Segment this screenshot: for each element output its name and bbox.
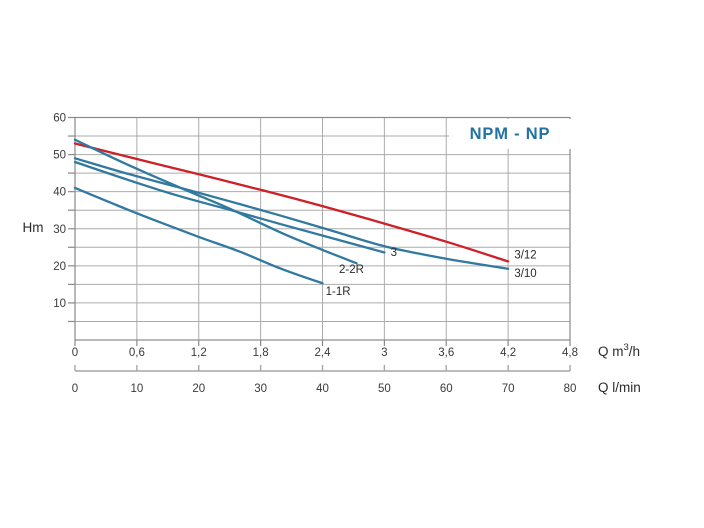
x-tick-label-m3h: 1,8 (253, 347, 269, 359)
x-tick-label-lmin: 30 (254, 383, 267, 395)
y-tick-label: 60 (53, 113, 66, 125)
x-axis-lmin-unit: Q l/min (598, 380, 641, 395)
x-tick-label-lmin: 20 (192, 383, 205, 395)
curve-3-10 (73, 157, 510, 270)
x-axis-m3h-unit: Q m3/h (598, 342, 640, 359)
x-tick-label-lmin: 70 (502, 383, 515, 395)
curve-2-2r (73, 138, 358, 265)
x-tick-label-lmin: 80 (564, 383, 577, 395)
x-tick-label-m3h: 4,2 (500, 347, 516, 359)
curve-3-12 (73, 142, 510, 263)
curve-label-1-1r: 1-1R (326, 286, 351, 298)
y-tick-label: 30 (53, 224, 66, 236)
y-axis-title: Hm (23, 220, 44, 235)
curve-label-3: 3 (391, 247, 397, 259)
x-tick-label-m3h: 0 (72, 347, 78, 359)
x-tick-label-lmin: 60 (440, 383, 453, 395)
y-tick-label: 20 (53, 261, 66, 273)
curve-label-3-12: 3/12 (514, 250, 536, 262)
curve-1-1r (73, 186, 324, 285)
x-tick-label-m3h: 4,8 (562, 347, 578, 359)
x-tick-label-m3h: 3,6 (438, 347, 454, 359)
y-tick-label: 40 (53, 187, 66, 199)
x-tick-label-lmin: 0 (72, 383, 78, 395)
curve-label-3-10: 3/10 (514, 268, 536, 280)
x-tick-label-m3h: 0,6 (129, 347, 145, 359)
x-tick-label-lmin: 10 (130, 383, 143, 395)
y-tick-label: 10 (53, 298, 66, 310)
x-tick-label-m3h: 1,2 (191, 347, 207, 359)
x-tick-label-lmin: 40 (316, 383, 329, 395)
x-tick-label-m3h: 2,4 (315, 347, 332, 359)
curve-label-2-2r: 2-2R (339, 264, 364, 276)
x-tick-label-m3h: 3 (381, 347, 387, 359)
y-tick-label: 50 (53, 150, 66, 162)
chart-title: NPM - NP (449, 119, 571, 149)
x-tick-label-lmin: 50 (378, 383, 391, 395)
